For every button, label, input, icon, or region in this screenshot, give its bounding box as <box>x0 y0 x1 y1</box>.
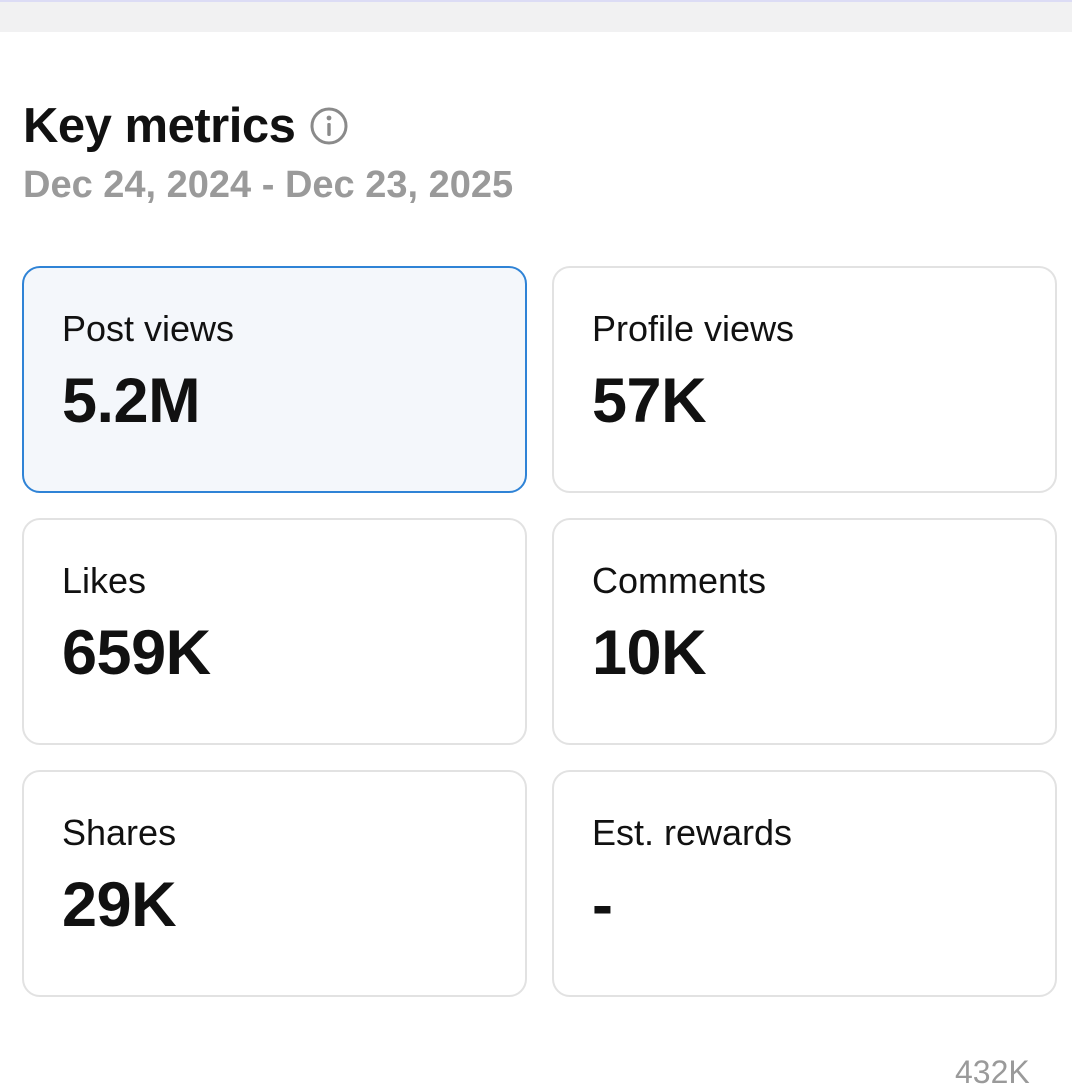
top-bar <box>0 0 1072 32</box>
metric-value: 5.2M <box>62 366 201 436</box>
metric-value: 57K <box>592 366 707 436</box>
metric-label: Shares <box>62 812 177 853</box>
metric-card-est-rewards[interactable]: Est. rewards - <box>552 770 1057 997</box>
metric-value: - <box>592 870 613 940</box>
metric-card-likes[interactable]: Likes 659K <box>22 518 527 745</box>
info-circle-icon[interactable] <box>309 106 349 146</box>
metric-card-comments[interactable]: Comments 10K <box>552 518 1057 745</box>
cut-off-value: 432K <box>955 1054 1030 1090</box>
metric-value: 29K <box>62 870 177 940</box>
metric-card-shares[interactable]: Shares 29K <box>22 770 527 997</box>
date-range: Dec 24, 2024 - Dec 23, 2025 <box>23 164 514 206</box>
metric-label: Comments <box>592 560 767 601</box>
metric-label: Profile views <box>592 308 795 349</box>
metric-value: 10K <box>592 618 707 688</box>
metric-value: 659K <box>62 618 211 688</box>
metric-label: Likes <box>62 560 147 601</box>
page-title: Key metrics <box>23 99 296 153</box>
metric-card-post-views[interactable]: Post views 5.2M <box>22 266 527 493</box>
key-metrics-header: Key metrics Dec 24, 2024 - Dec 23, 2025 <box>23 96 1023 208</box>
metric-label: Est. rewards <box>592 812 793 853</box>
metric-label: Post views <box>62 308 235 349</box>
title-row: Key metrics <box>23 96 1023 156</box>
metric-card-profile-views[interactable]: Profile views 57K <box>552 266 1057 493</box>
